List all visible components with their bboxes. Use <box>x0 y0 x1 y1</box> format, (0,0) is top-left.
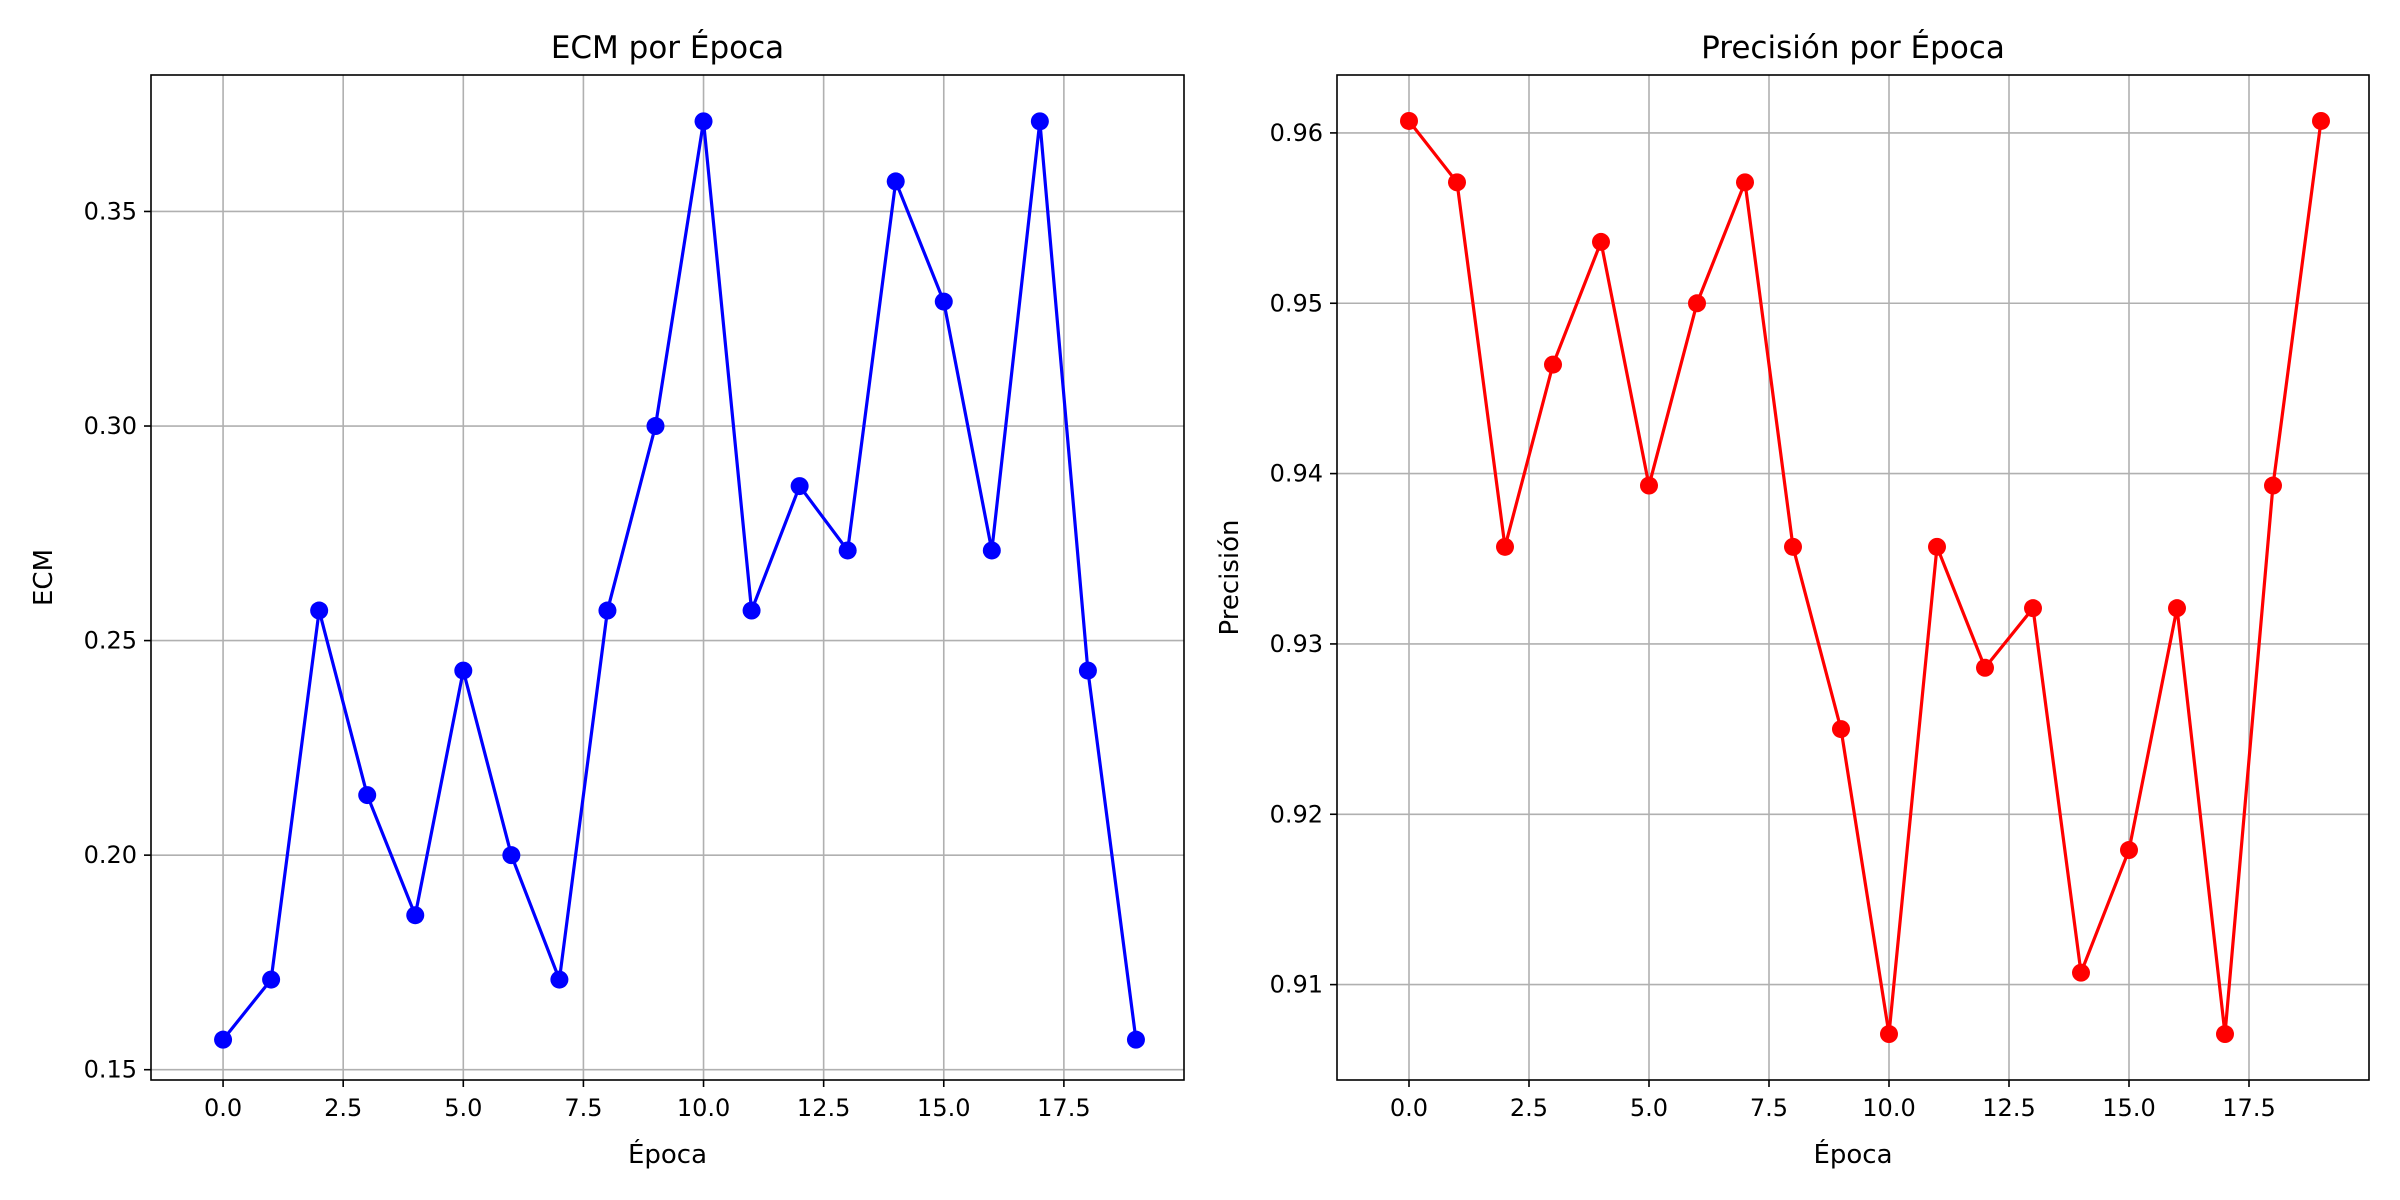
y-tick-label: 0.93 <box>1270 630 1323 658</box>
series-line <box>221 119 1138 1041</box>
data-point <box>1784 537 1802 556</box>
data-point <box>2168 599 2186 618</box>
x-tick-label: 0.0 <box>1390 1094 1428 1122</box>
x-tick-label: 2.5 <box>1510 1094 1548 1122</box>
x-tick-label: 12.5 <box>1982 1094 2035 1122</box>
x-tick-label: 2.5 <box>324 1094 362 1122</box>
x-tick-label: 5.0 <box>444 1094 482 1122</box>
data-point <box>1544 355 1562 374</box>
data-point <box>2072 963 2090 982</box>
y-axis-label: ECM <box>29 549 59 606</box>
y-tick-label: 0.94 <box>1270 460 1323 488</box>
y-tick-label: 0.35 <box>84 197 137 225</box>
data-point <box>358 786 377 805</box>
chart-title: ECM por Época <box>551 30 784 66</box>
chart-2: 0.0 2.5 5.0 7.5 10.0 12.5 15.0 17.5 0.91 0.92 0.93… <box>1215 30 2370 1170</box>
data-point <box>1688 294 1706 313</box>
data-point <box>982 541 1001 560</box>
x-tick-label: 17.5 <box>1037 1094 1090 1122</box>
data-point <box>1592 232 1610 251</box>
data-point <box>1880 1025 1898 1044</box>
data-point <box>2264 476 2282 495</box>
data-point <box>1448 173 1466 192</box>
data-point <box>1078 661 1097 680</box>
x-tick-label: 7.5 <box>564 1094 602 1122</box>
data-point <box>1030 112 1049 131</box>
y-tick-label: 0.96 <box>1270 119 1323 147</box>
x-tick-label: 15.0 <box>917 1094 970 1122</box>
axes-frame <box>150 74 1185 1081</box>
x-tick-label: 0.0 <box>204 1094 242 1122</box>
chart-1: 0.0 2.5 5.0 7.5 10.0 12.5 15.0 17.5 0.15 0.20 0.25… <box>29 30 1185 1170</box>
data-point <box>790 477 809 496</box>
chart-title: Precisión por Época <box>1701 30 2005 66</box>
y-tick-label: 0.20 <box>84 841 137 869</box>
y-tick-label: 0.95 <box>1270 289 1323 317</box>
y-tick-label: 0.15 <box>84 1056 137 1084</box>
data-point <box>2024 599 2042 618</box>
y-tick-label: 0.91 <box>1270 971 1323 999</box>
data-point <box>214 1030 233 1049</box>
data-point <box>646 417 665 436</box>
data-point <box>598 601 617 620</box>
data-point <box>886 172 905 191</box>
x-axis-label: Época <box>1813 1138 1892 1170</box>
data-point <box>406 906 425 925</box>
data-point <box>1832 720 1850 739</box>
data-point <box>1976 658 1994 677</box>
x-tick-label: 10.0 <box>1862 1094 1915 1122</box>
data-point <box>694 112 713 131</box>
data-point <box>262 970 281 989</box>
series-line <box>1407 120 2323 1036</box>
data-point <box>742 601 761 620</box>
y-tick-label: 0.92 <box>1270 800 1323 828</box>
data-point <box>1928 537 1946 556</box>
data-point <box>502 846 521 865</box>
x-tick-label: 7.5 <box>1750 1094 1788 1122</box>
x-tick-label: 17.5 <box>2222 1094 2275 1122</box>
data-point <box>2312 111 2330 130</box>
x-tick-label: 5.0 <box>1630 1094 1668 1122</box>
y-axis-label: Precisión <box>1215 519 1245 635</box>
data-point <box>1126 1030 1145 1049</box>
data-point <box>310 601 329 620</box>
x-tick-label: 12.5 <box>797 1094 850 1122</box>
y-tick-label: 0.25 <box>84 627 137 655</box>
x-tick-label: 10.0 <box>677 1094 730 1122</box>
data-point <box>1640 476 1658 495</box>
data-point <box>1496 537 1514 556</box>
data-point <box>2120 841 2138 860</box>
data-point <box>934 292 953 311</box>
y-tick-label: 0.30 <box>84 412 137 440</box>
data-point <box>838 541 857 560</box>
data-point <box>454 661 473 680</box>
x-axis-label: Época <box>628 1138 707 1170</box>
data-point <box>1736 173 1754 192</box>
data-point <box>1400 111 1418 130</box>
data-point <box>2216 1025 2234 1044</box>
data-point <box>550 970 569 989</box>
axes-frame <box>1336 74 2370 1081</box>
x-tick-label: 15.0 <box>2102 1094 2155 1122</box>
